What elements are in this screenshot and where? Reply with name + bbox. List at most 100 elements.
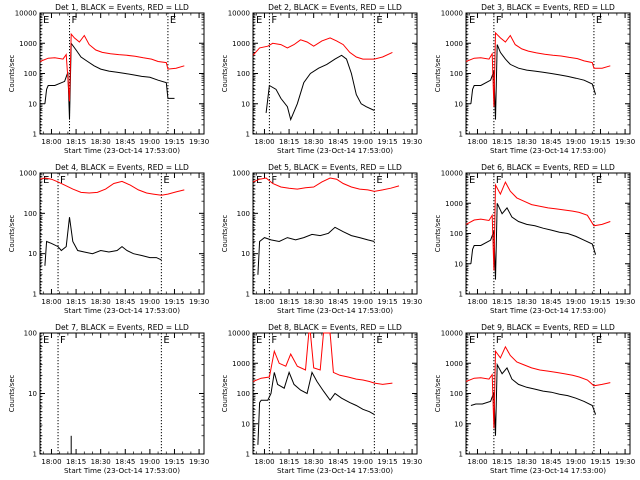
event-marker-label: E: [170, 15, 176, 26]
x-tick-label: 19:30: [402, 458, 422, 466]
chart-title: Det 8, BLACK = Events, RED = LLD: [268, 323, 402, 332]
event-marker-label: F: [496, 15, 502, 26]
x-tick-label: 19:15: [590, 298, 610, 306]
event-marker-label: F: [271, 335, 277, 346]
event-marker-label: E: [376, 335, 382, 346]
event-marker-label: F: [60, 175, 66, 186]
x-tick-label: 18:45: [115, 298, 135, 306]
event-marker-label: E: [469, 175, 475, 186]
y-axis-label: Counts/sec: [221, 375, 229, 413]
series-line-black: [257, 226, 375, 275]
x-tick-label: 19:30: [189, 298, 209, 306]
chart-title: Det 9, BLACK = Events, RED = LLD: [481, 323, 615, 332]
plot-frame: [39, 172, 205, 295]
x-tick-label: 19:30: [615, 138, 635, 146]
y-tick-label: 100: [450, 230, 463, 238]
x-tick-label: 18:45: [115, 138, 135, 146]
chart-panel-8: Det 8, BLACK = Events, RED = LLD 1 10 100 10…: [221, 323, 422, 475]
x-tick-label: 19:15: [164, 138, 184, 146]
series-line-red: [39, 32, 185, 102]
y-tick-label: 100: [450, 70, 463, 78]
x-tick-label: 18:15: [66, 458, 86, 466]
plot-frame: [465, 12, 631, 135]
chart-title: Det 2, BLACK = Events, RED = LLD: [268, 3, 402, 12]
x-tick-label: 18:30: [517, 298, 537, 306]
y-axis-label: Counts/sec: [434, 55, 442, 93]
chart-title: Det 7, BLACK = Events, RED = LLD: [55, 323, 189, 332]
series-line-red: [252, 177, 400, 192]
x-tick-label: 18:00: [41, 458, 61, 466]
x-tick-label: 18:30: [304, 458, 324, 466]
event-marker-label: E: [469, 335, 475, 346]
y-tick-label: 1: [459, 291, 463, 299]
y-tick-label: 100: [237, 390, 250, 398]
chart-panel-5: Det 5, BLACK = Events, RED = LLD 1 10 100 10…: [221, 163, 422, 315]
x-axis-label: Start Time (23-Oct-14 17:53:00): [490, 146, 606, 155]
x-axis-label: Start Time (23-Oct-14 17:53:00): [490, 466, 606, 475]
plot-frame: [39, 12, 205, 135]
x-tick-label: 18:30: [91, 138, 111, 146]
series-line-red: [252, 332, 393, 385]
y-tick-label: 1000: [445, 200, 463, 208]
x-axis-label: Start Time (23-Oct-14 17:53:00): [490, 306, 606, 315]
x-tick-label: 18:45: [541, 458, 561, 466]
x-tick-label: 19:00: [140, 458, 160, 466]
x-tick-label: 18:00: [254, 138, 274, 146]
x-tick-label: 19:30: [402, 298, 422, 306]
y-tick-label: 10000: [441, 10, 463, 18]
y-tick-label: 1: [459, 131, 463, 139]
y-tick-label: 10000: [15, 10, 37, 18]
y-tick-label: 10: [454, 260, 463, 268]
event-marker-label: E: [596, 15, 602, 26]
x-axis-label: Start Time (23-Oct-14 17:53:00): [277, 466, 393, 475]
x-tick-label: 18:45: [328, 138, 348, 146]
x-tick-label: 18:30: [517, 138, 537, 146]
x-axis-label: Start Time (23-Oct-14 17:53:00): [64, 306, 180, 315]
x-axis-label: Start Time (23-Oct-14 17:53:00): [277, 306, 393, 315]
event-marker-label: E: [256, 335, 262, 346]
y-tick-label: 10: [454, 420, 463, 428]
event-marker-label: F: [60, 335, 66, 346]
x-tick-label: 18:00: [254, 298, 274, 306]
x-tick-label: 18:30: [91, 298, 111, 306]
chart-panel-3: Det 3, BLACK = Events, RED = LLD 1 10 100 10…: [434, 3, 635, 155]
x-tick-label: 18:15: [492, 458, 512, 466]
y-axis-label: Counts/sec: [434, 215, 442, 253]
x-tick-label: 18:45: [541, 298, 561, 306]
x-tick-label: 19:30: [615, 298, 635, 306]
event-marker-label: E: [596, 335, 602, 346]
x-axis-label: Start Time (23-Oct-14 17:53:00): [277, 146, 393, 155]
series-line-black: [470, 362, 597, 436]
x-tick-label: 18:30: [517, 458, 537, 466]
x-tick-label: 18:45: [115, 458, 135, 466]
y-tick-label: 1000: [445, 40, 463, 48]
y-tick-label: 1: [246, 291, 250, 299]
x-tick-label: 18:15: [492, 138, 512, 146]
chart-panel-7: Det 7, BLACK = Events, RED = LLD 1 10 100 18…: [8, 323, 209, 475]
chart-title: Det 6, BLACK = Events, RED = LLD: [481, 163, 615, 172]
x-tick-label: 18:15: [279, 138, 299, 146]
series-line-black: [470, 44, 597, 120]
y-tick-label: 10: [28, 390, 37, 398]
x-axis-label: Start Time (23-Oct-14 17:53:00): [64, 146, 180, 155]
y-tick-label: 10000: [228, 10, 250, 18]
event-marker-label: E: [469, 15, 475, 26]
event-marker-label: E: [43, 335, 49, 346]
x-tick-label: 19:15: [377, 298, 397, 306]
x-tick-label: 19:30: [402, 138, 422, 146]
y-tick-label: 10000: [228, 330, 250, 338]
y-tick-label: 1000: [445, 360, 463, 368]
y-axis-label: Counts/sec: [8, 215, 16, 253]
series-line-red: [252, 37, 393, 60]
x-tick-label: 19:30: [615, 458, 635, 466]
event-marker-label: F: [496, 175, 502, 186]
series-line-red: [465, 180, 611, 271]
x-axis-label: Start Time (23-Oct-14 17:53:00): [64, 466, 180, 475]
x-tick-label: 19:00: [140, 298, 160, 306]
y-tick-label: 1: [33, 291, 37, 299]
event-marker-label: E: [163, 335, 169, 346]
chart-panel-9: Det 9, BLACK = Events, RED = LLD 1 10 100 10…: [434, 323, 635, 475]
y-axis-label: Counts/sec: [221, 55, 229, 93]
x-tick-label: 19:00: [566, 298, 586, 306]
y-tick-label: 10000: [441, 330, 463, 338]
